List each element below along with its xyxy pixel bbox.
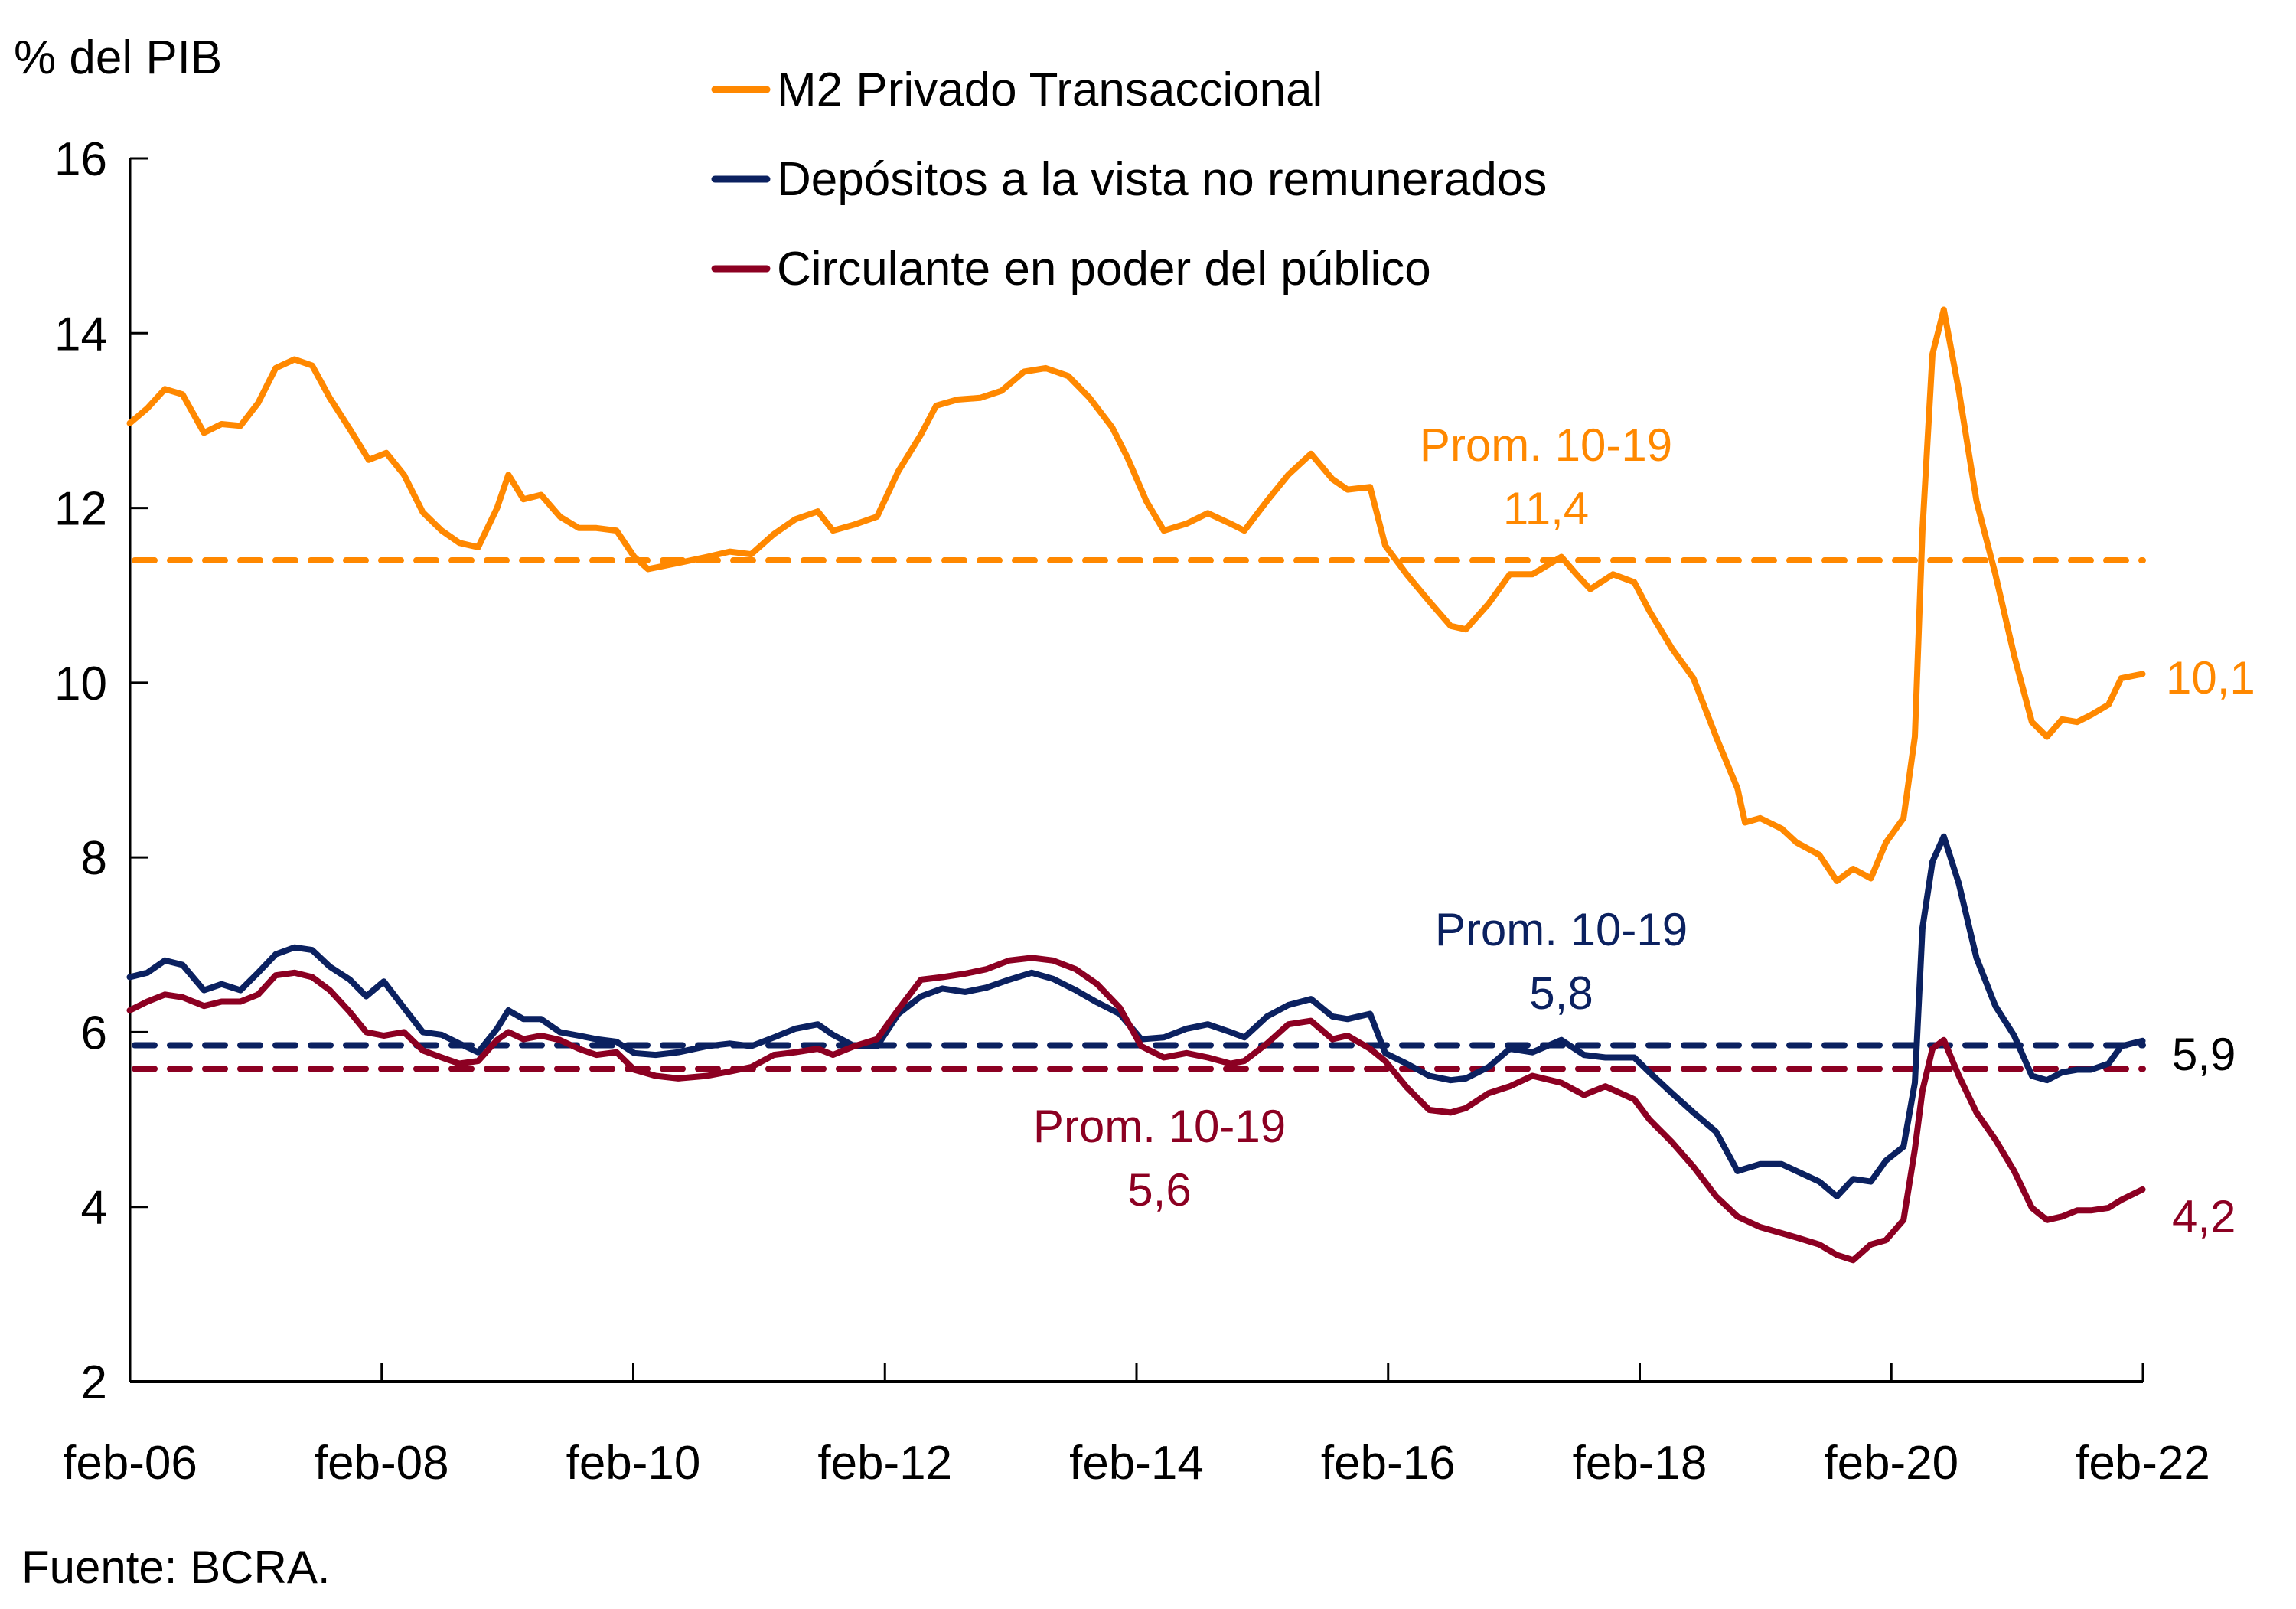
x-tick-label: feb-10 <box>566 1437 701 1490</box>
x-tick-label: feb-18 <box>1573 1437 1707 1490</box>
y-tick-label: 16 <box>54 133 107 186</box>
series-lines <box>126 306 2146 1264</box>
x-tick-label: feb-16 <box>1321 1437 1456 1490</box>
y-tick-label: 10 <box>54 658 107 710</box>
legend-label-m2: M2 Privado Transaccional <box>777 64 1322 116</box>
annotation-depositos-average: Prom. 10-19 5,8 <box>1435 904 1688 1019</box>
y-tick-label: 2 <box>81 1356 107 1409</box>
annotation-depositos-average-label: Prom. 10-19 <box>1435 904 1688 955</box>
x-ticks: feb-06 feb-08 feb-10 feb-12 feb-14 feb-16 feb-… <box>63 1363 2210 1490</box>
average-lines <box>132 557 2146 1072</box>
y-axis-title: % del PIB <box>14 31 222 84</box>
legend-item-m2[interactable]: M2 Privado Transaccional <box>711 64 1322 116</box>
source-note: Fuente: BCRA. <box>21 1542 331 1593</box>
y-tick-label: 14 <box>54 308 107 361</box>
annotation-circulante-average: Prom. 10-19 5,6 <box>1033 1101 1286 1216</box>
end-label-circulante: 4,2 <box>2172 1191 2236 1242</box>
legend-label-depositos: Depósitos a la vista no remunerados <box>777 153 1547 206</box>
legend: M2 Privado Transaccional Depósitos a la … <box>711 64 1547 295</box>
x-tick-label: feb-14 <box>1069 1437 1204 1490</box>
annotation-m2-average-label: Prom. 10-19 <box>1420 419 1672 471</box>
series-line-m2 <box>126 306 2146 884</box>
y-tick-label: 6 <box>81 1007 107 1059</box>
annotation-circulante-average-value: 5,6 <box>1127 1164 1191 1216</box>
y-ticks: 2 4 6 8 10 12 14 16 <box>54 133 148 1409</box>
y-tick-label: 8 <box>81 832 107 885</box>
x-tick-label: feb-12 <box>817 1437 952 1490</box>
annotation-depositos-average-value: 5,8 <box>1529 968 1593 1019</box>
y-tick-label: 4 <box>81 1182 107 1235</box>
annotation-circulante-average-label: Prom. 10-19 <box>1033 1101 1286 1152</box>
x-tick-label: feb-06 <box>63 1437 197 1490</box>
y-tick-label: 12 <box>54 483 107 536</box>
series-line-circulante <box>126 955 2146 1264</box>
annotation-m2-average: Prom. 10-19 11,4 <box>1420 419 1672 534</box>
x-tick-label: feb-22 <box>2076 1437 2210 1490</box>
annotation-m2-average-value: 11,4 <box>1503 483 1589 534</box>
x-tick-label: feb-20 <box>1824 1437 1958 1490</box>
legend-label-circulante: Circulante en poder del público <box>777 243 1431 295</box>
end-label-m2: 10,1 <box>2166 652 2255 703</box>
x-tick-label: feb-08 <box>315 1437 449 1490</box>
legend-item-depositos[interactable]: Depósitos a la vista no remunerados <box>711 153 1547 206</box>
end-label-depositos: 5,9 <box>2172 1029 2236 1080</box>
legend-item-circulante[interactable]: Circulante en poder del público <box>711 243 1431 295</box>
series-line-depositos <box>126 833 2146 1199</box>
